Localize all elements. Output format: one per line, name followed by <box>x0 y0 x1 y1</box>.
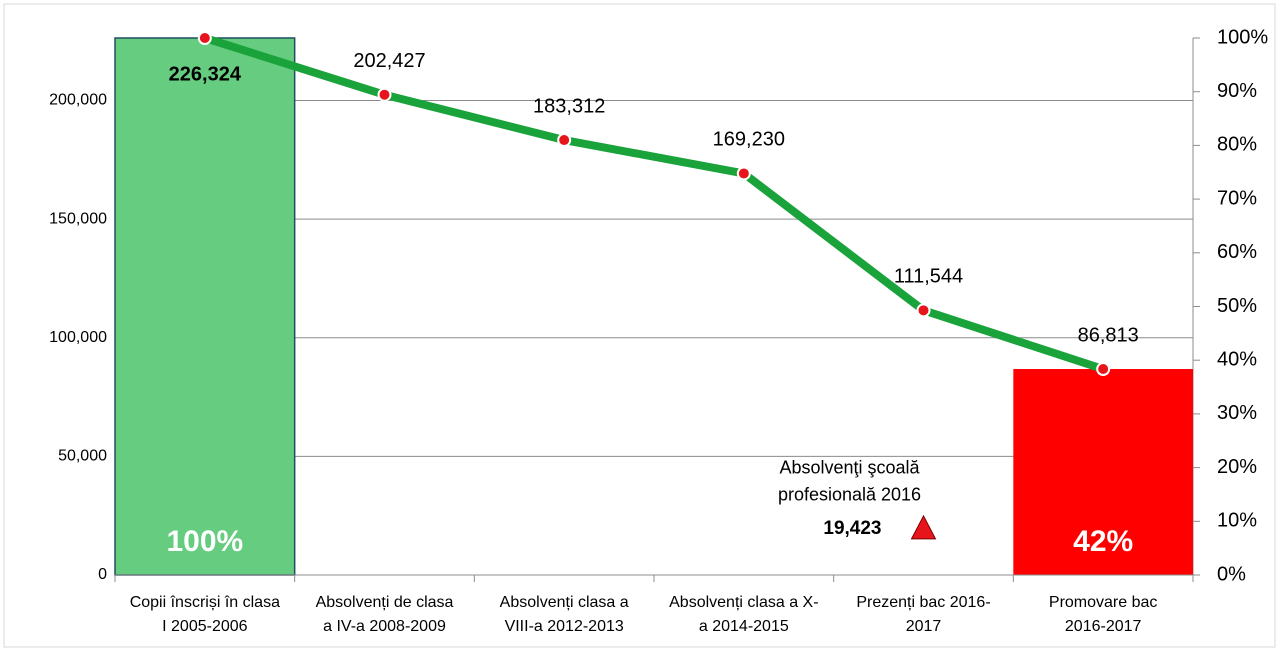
annotation-marker <box>910 514 937 540</box>
x-tick-label: a IV-a 2008-2009 <box>323 618 446 635</box>
y-tick-label: 50,000 <box>58 448 107 465</box>
y2-tick-label: 90% <box>1217 80 1257 102</box>
line-marker <box>557 133 572 148</box>
data-label: 202,427 <box>353 50 425 72</box>
y2-tick-label: 20% <box>1217 456 1257 478</box>
y-tick-label: 0 <box>98 566 107 583</box>
bar <box>1013 369 1193 575</box>
line-marker <box>916 303 931 318</box>
data-label: 169,230 <box>713 129 785 151</box>
y2-tick-label: 50% <box>1217 295 1257 317</box>
line-marker <box>736 166 751 181</box>
bar-label: 100% <box>166 525 243 558</box>
x-tick-label: Copii înscriși în clasa <box>130 594 280 611</box>
annotation-text: Absolvenţi şcoală <box>779 458 920 478</box>
line <box>203 34 1105 373</box>
x-tick-label: Absolvenți de clasa <box>316 594 454 611</box>
y2-tick-label: 30% <box>1217 402 1257 424</box>
bar <box>114 37 296 576</box>
line-marker <box>377 87 392 102</box>
data-label: 226,324 <box>169 63 242 85</box>
data-label: 183,312 <box>533 95 605 117</box>
y-tick-label: 150,000 <box>49 210 107 227</box>
x-tick-label: Absolvenți clasa a <box>500 594 629 611</box>
x-tick-label: 2016-2017 <box>1065 618 1142 635</box>
y2-tick-label: 10% <box>1217 510 1257 532</box>
y2-tick-label: 80% <box>1217 134 1257 156</box>
y2-tick-label: 100% <box>1217 26 1268 48</box>
annotation-text: profesională 2016 <box>778 485 921 505</box>
x-tick-label: Absolvenți clasa a X- <box>669 594 818 611</box>
line-marker <box>197 31 212 45</box>
data-label: 111,544 <box>894 266 963 288</box>
x-tick-label: Promovare bac <box>1049 594 1158 611</box>
y-tick-label: 200,000 <box>49 92 107 109</box>
y2-tick-label: 60% <box>1217 241 1257 263</box>
y-tick-label: 100,000 <box>49 329 107 346</box>
x-tick-label: I 2005-2006 <box>162 618 248 635</box>
y2-tick-label: 70% <box>1217 187 1257 209</box>
y2-tick-label: 0% <box>1217 563 1246 585</box>
x-tick-label: 2017 <box>906 618 942 635</box>
annotation-value: 19,423 <box>823 518 881 539</box>
line-marker <box>1096 362 1111 377</box>
x-tick-label: VIII-a 2012-2013 <box>505 618 624 635</box>
bar-label: 42% <box>1073 525 1133 558</box>
x-tick-label: Prezenți bac 2016- <box>856 594 990 611</box>
y2-tick-label: 40% <box>1217 348 1257 370</box>
data-label: 86,813 <box>1078 324 1139 346</box>
x-tick-label: a 2014-2015 <box>699 618 789 635</box>
